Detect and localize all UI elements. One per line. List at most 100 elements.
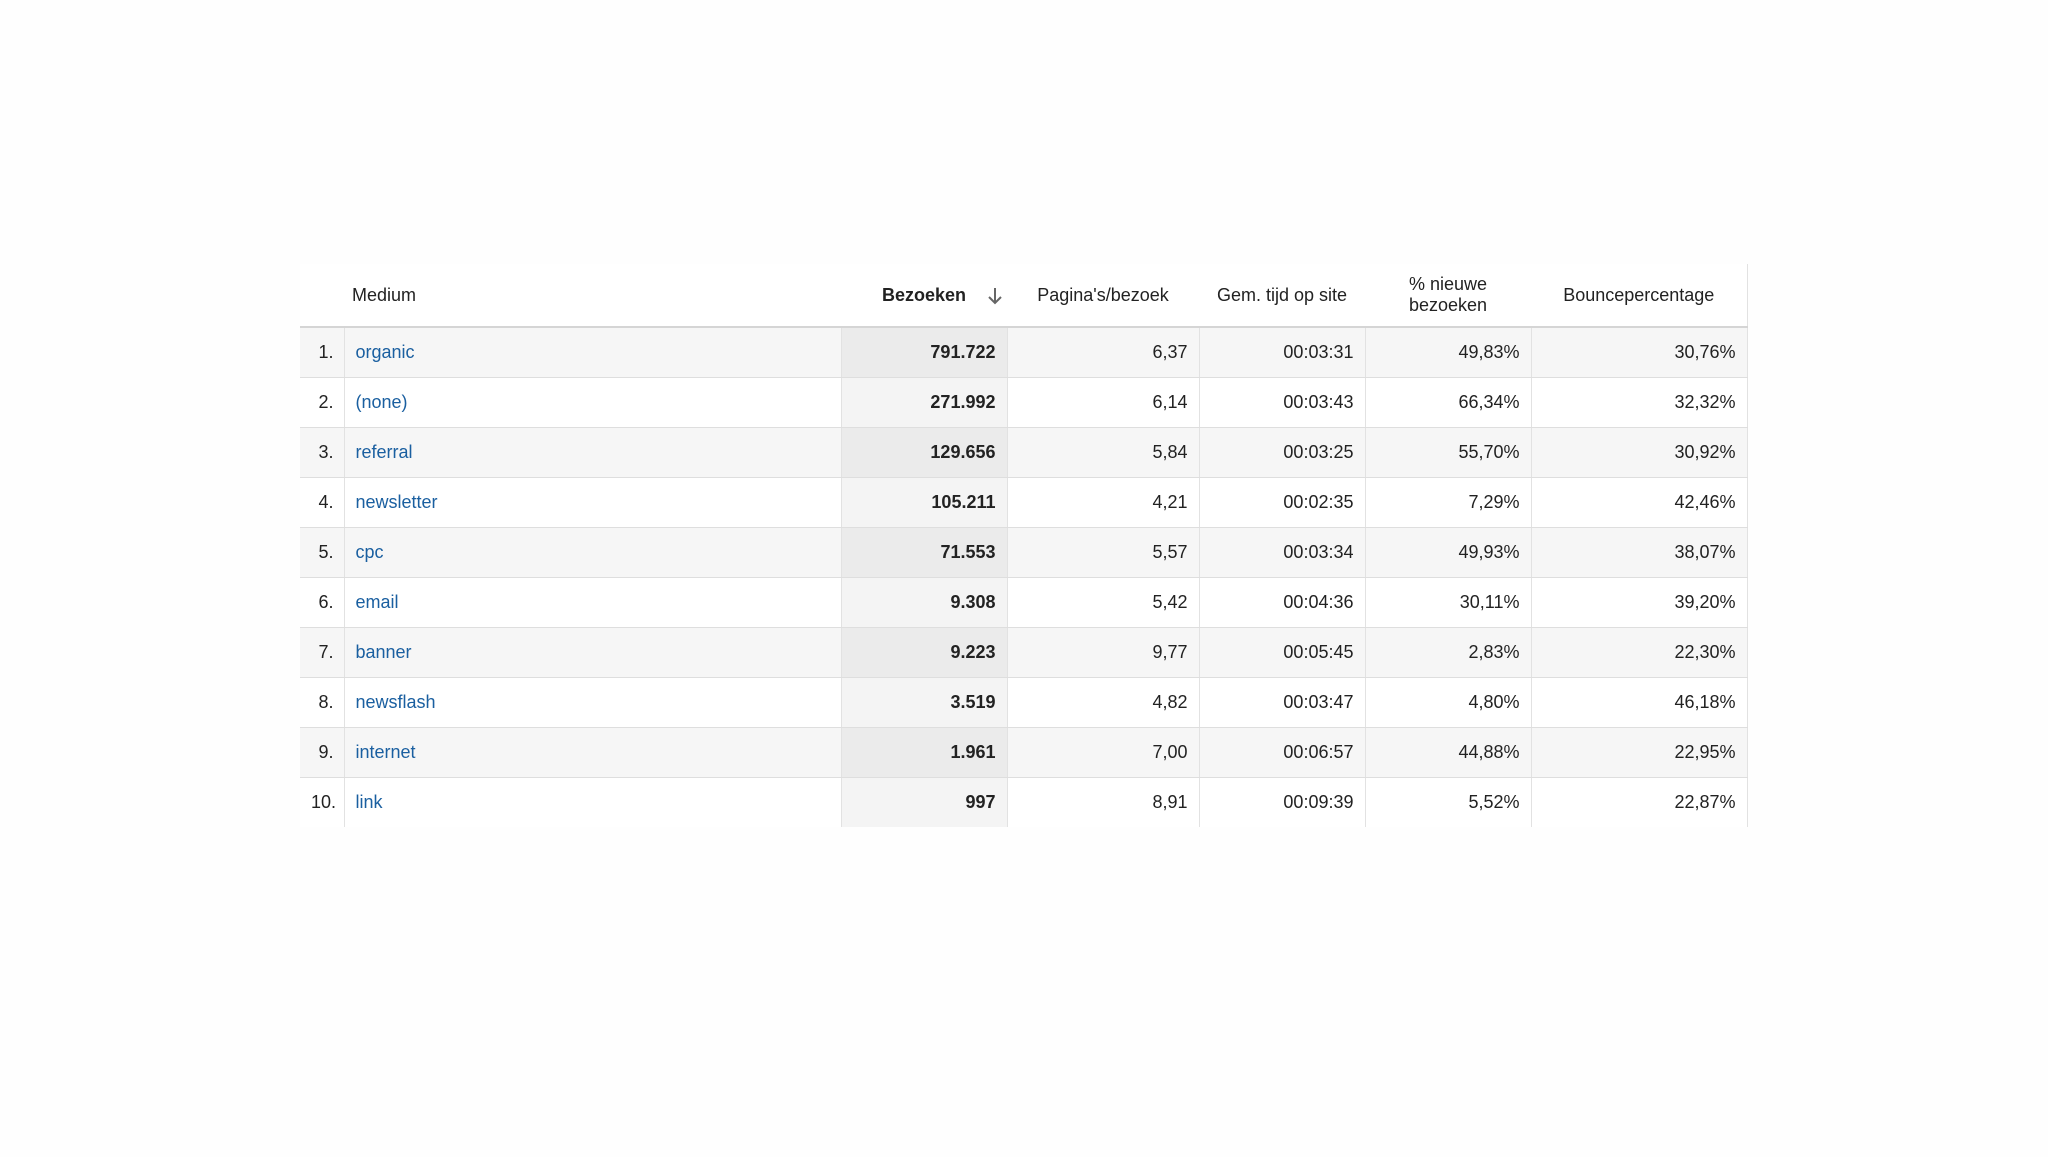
header-medium[interactable]: Medium bbox=[300, 264, 841, 328]
bounce-cell: 39,20% bbox=[1531, 577, 1748, 628]
bounce-cell: 38,07% bbox=[1531, 527, 1748, 578]
pages-per-visit-cell: 5,57 bbox=[1007, 527, 1200, 578]
header-pages-per-visit[interactable]: Pagina's/bezoek bbox=[1007, 264, 1199, 328]
medium-link[interactable]: (none) bbox=[355, 392, 408, 412]
avg-time-cell: 00:03:47 bbox=[1199, 677, 1366, 728]
visits-cell: 1.961 bbox=[841, 727, 1008, 778]
new-visits-cell: 2,83% bbox=[1365, 627, 1532, 678]
new-visits-cell: 49,83% bbox=[1365, 327, 1532, 378]
table-row: 2. (none) 271.992 6,14 00:03:43 66,34% 32,32% bbox=[300, 377, 1748, 428]
pages-per-visit-cell: 5,84 bbox=[1007, 427, 1200, 478]
medium-link[interactable]: banner bbox=[355, 642, 412, 662]
table-row: 7. banner 9.223 9,77 00:05:45 2,83% 22,30% bbox=[300, 627, 1748, 678]
pages-per-visit-cell: 4,82 bbox=[1007, 677, 1200, 728]
row-number: 3. bbox=[300, 427, 345, 478]
medium-cell: link bbox=[344, 777, 842, 827]
row-number: 1. bbox=[300, 327, 345, 378]
medium-link[interactable]: newsflash bbox=[355, 692, 436, 712]
header-new-visits-line1: % nieuwe bbox=[1408, 274, 1488, 294]
medium-link[interactable]: link bbox=[355, 792, 383, 812]
avg-time-cell: 00:09:39 bbox=[1199, 777, 1366, 827]
new-visits-cell: 4,80% bbox=[1365, 677, 1532, 728]
pages-per-visit-cell: 9,77 bbox=[1007, 627, 1200, 678]
row-number: 8. bbox=[300, 677, 345, 728]
row-number: 10. bbox=[300, 777, 345, 827]
bounce-cell: 30,76% bbox=[1531, 327, 1748, 378]
table-row: 10. link 997 8,91 00:09:39 5,52% 22,87% bbox=[300, 777, 1748, 827]
avg-time-cell: 00:03:25 bbox=[1199, 427, 1366, 478]
table-row: 5. cpc 71.553 5,57 00:03:34 49,93% 38,07% bbox=[300, 527, 1748, 578]
visits-cell: 3.519 bbox=[841, 677, 1008, 728]
table-body: 1. organic 791.722 6,37 00:03:31 49,83% 30,76%… bbox=[300, 327, 1748, 827]
header-bounce[interactable]: Bouncepercentage bbox=[1531, 264, 1748, 328]
medium-cell: (none) bbox=[344, 377, 842, 428]
header-avg-time[interactable]: Gem. tijd op site bbox=[1199, 264, 1365, 328]
row-number: 7. bbox=[300, 627, 345, 678]
medium-cell: newsflash bbox=[344, 677, 842, 728]
row-number: 5. bbox=[300, 527, 345, 578]
row-number: 9. bbox=[300, 727, 345, 778]
bounce-cell: 22,30% bbox=[1531, 627, 1748, 678]
medium-cell: email bbox=[344, 577, 842, 628]
bounce-cell: 30,92% bbox=[1531, 427, 1748, 478]
visits-cell: 9.223 bbox=[841, 627, 1008, 678]
pages-per-visit-cell: 6,37 bbox=[1007, 327, 1200, 378]
medium-link[interactable]: organic bbox=[355, 342, 415, 362]
bounce-cell: 32,32% bbox=[1531, 377, 1748, 428]
visits-cell: 997 bbox=[841, 777, 1008, 827]
avg-time-cell: 00:04:36 bbox=[1199, 577, 1366, 628]
visits-cell: 9.308 bbox=[841, 577, 1008, 628]
new-visits-cell: 55,70% bbox=[1365, 427, 1532, 478]
medium-table: Medium Bezoeken Pagina's/bezoek Gem. tij… bbox=[300, 264, 1748, 827]
row-number: 4. bbox=[300, 477, 345, 528]
medium-link[interactable]: referral bbox=[355, 442, 413, 462]
medium-link[interactable]: newsletter bbox=[355, 492, 438, 512]
pages-per-visit-cell: 7,00 bbox=[1007, 727, 1200, 778]
medium-cell: referral bbox=[344, 427, 842, 478]
table-row: 8. newsflash 3.519 4,82 00:03:47 4,80% 46,18% bbox=[300, 677, 1748, 728]
header-visits-label: Bezoeken bbox=[881, 284, 967, 305]
header-new-visits-line2: bezoeken bbox=[1408, 295, 1488, 315]
new-visits-cell: 44,88% bbox=[1365, 727, 1532, 778]
bounce-cell: 22,87% bbox=[1531, 777, 1748, 827]
table-row: 6. email 9.308 5,42 00:04:36 30,11% 39,20% bbox=[300, 577, 1748, 628]
header-new-visits[interactable]: % nieuwe bezoeken bbox=[1365, 264, 1531, 328]
new-visits-cell: 49,93% bbox=[1365, 527, 1532, 578]
bounce-cell: 46,18% bbox=[1531, 677, 1748, 728]
table-row: 3. referral 129.656 5,84 00:03:25 55,70% 30,92… bbox=[300, 427, 1748, 478]
avg-time-cell: 00:06:57 bbox=[1199, 727, 1366, 778]
visits-cell: 271.992 bbox=[841, 377, 1008, 428]
row-number: 2. bbox=[300, 377, 345, 428]
pages-per-visit-cell: 5,42 bbox=[1007, 577, 1200, 628]
new-visits-cell: 7,29% bbox=[1365, 477, 1532, 528]
medium-cell: cpc bbox=[344, 527, 842, 578]
new-visits-cell: 5,52% bbox=[1365, 777, 1532, 827]
visits-cell: 71.553 bbox=[841, 527, 1008, 578]
header-visits[interactable]: Bezoeken bbox=[841, 264, 1007, 328]
new-visits-cell: 30,11% bbox=[1365, 577, 1532, 628]
avg-time-cell: 00:03:43 bbox=[1199, 377, 1366, 428]
pages-per-visit-cell: 6,14 bbox=[1007, 377, 1200, 428]
bounce-cell: 42,46% bbox=[1531, 477, 1748, 528]
avg-time-cell: 00:03:31 bbox=[1199, 327, 1366, 378]
medium-link[interactable]: email bbox=[355, 592, 399, 612]
avg-time-cell: 00:05:45 bbox=[1199, 627, 1366, 678]
avg-time-cell: 00:03:34 bbox=[1199, 527, 1366, 578]
table-row: 4. newsletter 105.211 4,21 00:02:35 7,29% 42,4… bbox=[300, 477, 1748, 528]
arrow-down-icon[interactable] bbox=[987, 286, 1003, 306]
medium-cell: newsletter bbox=[344, 477, 842, 528]
visits-cell: 105.211 bbox=[841, 477, 1008, 528]
medium-cell: internet bbox=[344, 727, 842, 778]
table-row: 1. organic 791.722 6,37 00:03:31 49,83% 30,76% bbox=[300, 327, 1748, 378]
row-number: 6. bbox=[300, 577, 345, 628]
pages-per-visit-cell: 8,91 bbox=[1007, 777, 1200, 827]
medium-cell: organic bbox=[344, 327, 842, 378]
table-row: 9. internet 1.961 7,00 00:06:57 44,88% 22,95% bbox=[300, 727, 1748, 778]
medium-link[interactable]: cpc bbox=[355, 542, 384, 562]
pages-per-visit-cell: 4,21 bbox=[1007, 477, 1200, 528]
medium-link[interactable]: internet bbox=[355, 742, 416, 762]
medium-report: Medium Bezoeken Pagina's/bezoek Gem. tij… bbox=[300, 264, 1748, 827]
avg-time-cell: 00:02:35 bbox=[1199, 477, 1366, 528]
bounce-cell: 22,95% bbox=[1531, 727, 1748, 778]
visits-cell: 129.656 bbox=[841, 427, 1008, 478]
